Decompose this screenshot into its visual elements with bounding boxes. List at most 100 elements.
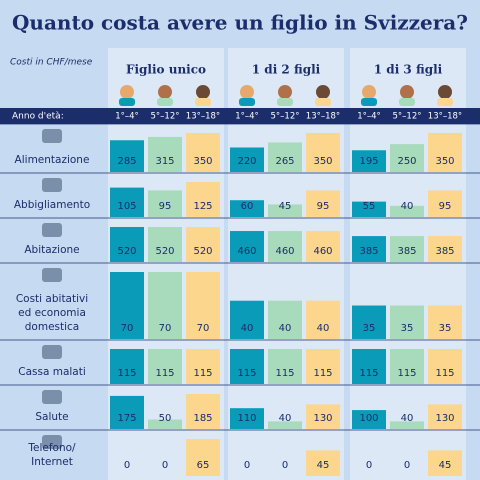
bar-value: 0 [282,460,288,471]
bar-value: 40 [401,201,414,212]
bar [230,231,264,262]
bar-value: 65 [197,460,210,471]
bar-value: 285 [117,156,136,167]
bar [230,349,264,384]
row-label: Abbigliamento [14,199,90,211]
child-icon-body [277,98,293,106]
bar-value: 520 [155,246,174,257]
bar-value: 70 [121,323,134,334]
age-label: 1°–4° [235,112,259,122]
bar [186,182,220,217]
child-icon-body [437,98,453,106]
bar [306,190,340,217]
row-label: Costi abitativi [16,293,88,305]
bar-value: 100 [359,413,378,424]
bar-value: 50 [159,413,172,424]
bar-value: 125 [193,201,212,212]
bar-value: 55 [363,201,376,212]
bar [110,395,144,429]
bar-value: 350 [193,156,212,167]
age-label: 13°–18° [306,112,340,122]
age-header-band [0,108,480,124]
row-label: Telefono/ [27,442,76,454]
child-icon-body [119,98,135,106]
row-icon [42,178,62,192]
bar-value: 0 [366,460,372,471]
bar [186,272,220,339]
bar-value: 40 [317,323,330,334]
bar-value: 0 [404,460,410,471]
age-header: Anno d'età: [12,112,64,122]
bar-value: 35 [363,323,376,334]
bar [110,272,144,339]
bar [186,133,220,172]
row-label: Cassa malati [18,366,86,378]
bar [428,190,462,217]
bar [390,305,424,339]
bar [230,408,264,429]
bar-value: 95 [317,201,330,212]
bar-value: 0 [244,460,250,471]
bar-value: 315 [155,156,174,167]
row-label: domestica [25,321,80,333]
bar-value: 385 [435,246,454,257]
child-icon-body [315,98,331,106]
row-label: Alimentazione [15,154,90,166]
bar-value: 385 [397,246,416,257]
row-label: Abitazione [24,244,79,256]
bar-value: 265 [275,156,294,167]
bar [230,200,264,217]
bar [352,305,386,339]
age-label: 13°–18° [186,112,220,122]
bar-value: 350 [313,156,332,167]
bar [148,227,182,262]
bar [148,190,182,217]
row-icon [42,223,62,237]
bar [230,147,264,172]
bar-value: 130 [435,413,454,424]
bar [306,349,340,384]
child-icon-body [361,98,377,106]
row-icon [42,268,62,282]
bar-value: 45 [317,460,330,471]
group-label: Figlio unico [126,63,206,77]
row-icon [42,345,62,359]
age-label: 5°–12° [271,112,300,122]
bar [390,349,424,384]
bar [428,133,462,172]
child-icon [158,85,172,99]
child-icon [400,85,414,99]
row-label: Internet [31,456,73,468]
bar [110,227,144,262]
bar [268,142,302,172]
bar [148,136,182,172]
bar-value: 115 [359,368,378,379]
bar-value: 95 [159,201,172,212]
child-icon [438,85,452,99]
bar-value: 460 [237,246,256,257]
bar-value: 60 [241,201,254,212]
bar-value: 105 [117,201,136,212]
child-icon-body [399,98,415,106]
child-icon [196,85,210,99]
row-label: ed economia [18,307,86,319]
bar [148,272,182,339]
bar-value: 35 [401,323,414,334]
bar [352,201,386,217]
bar-value: 385 [359,246,378,257]
bar [186,439,220,476]
bar [352,150,386,172]
bar-value: 115 [435,368,454,379]
child-icon-body [157,98,173,106]
bar [428,349,462,384]
bar [268,204,302,217]
bar [390,421,424,429]
age-label: 13°–18° [428,112,462,122]
bar-value: 115 [275,368,294,379]
child-icon [316,85,330,99]
group-label: 1 di 3 figli [374,63,443,77]
bar-value: 115 [313,368,332,379]
child-icon-body [195,98,211,106]
title: Quanto costa avere un figlio in Svizzera… [12,11,468,35]
bar-value: 185 [193,413,212,424]
